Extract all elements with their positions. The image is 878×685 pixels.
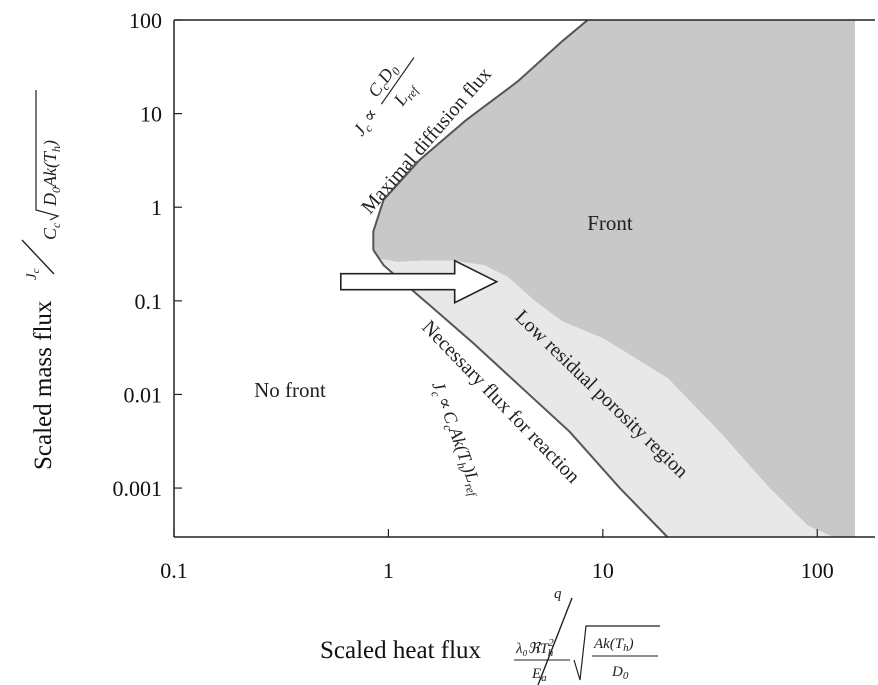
x-axis-label: Scaled heat flux <box>320 637 482 664</box>
low-porosity-region <box>380 259 833 537</box>
y-tick-label: 0.01 <box>124 382 163 407</box>
no-front-label: No front <box>254 378 326 402</box>
plot-frame <box>173 19 875 538</box>
y-tick-labels: 100 10 1 0.1 0.01 0.001 <box>113 8 182 501</box>
y-tick-label: 100 <box>129 8 162 33</box>
y-tick-label: 0.001 <box>113 476 163 501</box>
svg-text:D0Ak(Th): D0Ak(Th) <box>40 140 63 207</box>
x-tick-label: 0.1 <box>160 558 188 583</box>
svg-text:CcD0: CcD0 <box>364 60 404 103</box>
reaction-equation: Jc∝CcAk(Th)Lref <box>425 379 488 500</box>
x-tick-label: 1 <box>383 558 394 583</box>
svg-text:Cc: Cc <box>40 222 63 240</box>
x-tick-label: 100 <box>801 558 834 583</box>
svg-text:Ea: Ea <box>531 666 547 684</box>
svg-text:Lref: Lref <box>389 78 423 112</box>
svg-text:D0: D0 <box>611 664 629 682</box>
x-tick-label: 10 <box>592 558 614 583</box>
svg-text:Jc∝CcAk(Th)Lref: Jc∝CcAk(Th)Lref <box>425 379 488 500</box>
svg-text:q: q <box>554 586 562 602</box>
x-tick-labels: 0.1 1 10 100 <box>160 529 834 583</box>
svg-text:Jc: Jc <box>24 268 42 280</box>
y-tick-label: 0.1 <box>135 289 163 314</box>
necessary-flux-boundary <box>372 249 669 538</box>
y-tick-label: 1 <box>151 195 162 220</box>
y-axis-formula: Jc Cc D0Ak(Th) <box>21 90 63 280</box>
x-axis-formula: q λ₀ℜT2 h Ea Ak(Th) D0 <box>514 586 660 685</box>
front-region <box>373 20 855 537</box>
y-tick-label: 10 <box>140 102 162 127</box>
front-label: Front <box>587 211 633 235</box>
arrow-marker <box>339 259 499 304</box>
y-axis-label: Scaled mass flux <box>30 300 57 470</box>
svg-text:Ak(Th): Ak(Th) <box>593 636 634 654</box>
svg-text:Jc∝: Jc∝ <box>349 104 384 141</box>
maximal-diffusion-boundary <box>372 19 589 250</box>
